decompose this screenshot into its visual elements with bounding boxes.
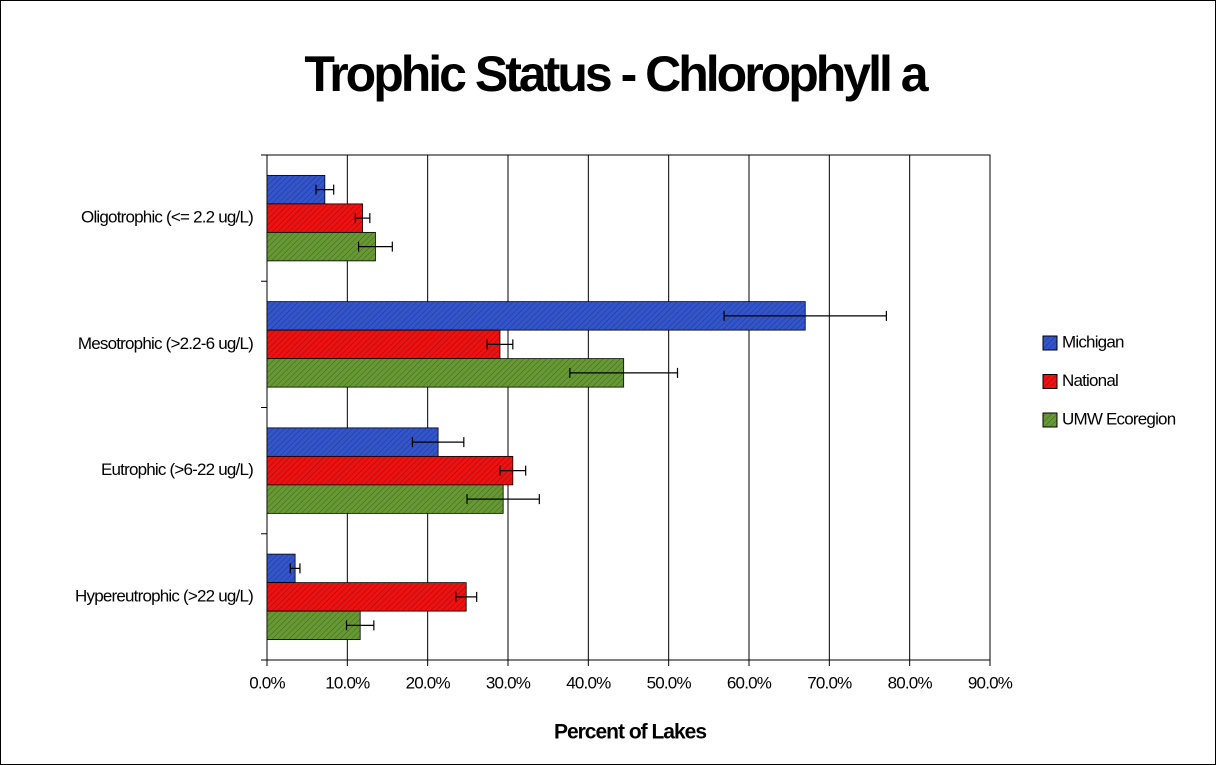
error-bar — [486, 339, 514, 350]
legend-label: UMW Ecoregion — [1062, 409, 1176, 428]
legend-swatch — [1042, 412, 1058, 428]
bar — [266, 231, 376, 262]
error-bar — [289, 563, 301, 574]
bar — [266, 301, 806, 331]
bar — [266, 358, 625, 388]
x-tick-label: 70.0% — [807, 673, 852, 692]
x-tick-label: 30.0% — [486, 673, 531, 692]
legend-label: Michigan — [1062, 332, 1124, 351]
x-tick-label: 90.0% — [968, 673, 1013, 692]
x-tick-label: 10.0% — [325, 673, 370, 692]
error-bar — [357, 241, 393, 252]
y-tick-label: Oligotrophic (<= 2.2 ug/L) — [81, 208, 253, 227]
bar — [266, 582, 467, 612]
bar — [266, 455, 514, 486]
y-tick-label: Mesotrophic (>2.2-6 ug/L) — [78, 334, 253, 353]
chart-title: Trophic Status - Chlorophyll a — [304, 46, 929, 102]
x-tick-label: 0.0% — [249, 673, 285, 692]
x-tick-label: 20.0% — [406, 673, 451, 692]
x-tick-label: 60.0% — [727, 673, 772, 692]
y-tick-label: Hypereutrophic (>22 ug/L) — [75, 586, 253, 605]
x-tick-label: 80.0% — [888, 673, 933, 692]
x-axis-label: Percent of Lakes — [554, 721, 706, 744]
error-bar — [569, 367, 679, 378]
error-bar — [315, 184, 335, 195]
error-bar — [499, 465, 527, 476]
legend-label: National — [1062, 371, 1118, 390]
error-bar — [466, 494, 540, 505]
bar — [266, 610, 361, 641]
bar — [266, 203, 363, 233]
y-tick-label: Eutrophic (>6-22 ug/L) — [101, 460, 253, 479]
error-bar — [354, 213, 371, 224]
error-bar — [455, 591, 478, 602]
x-tick-label: 40.0% — [566, 673, 611, 692]
x-tick-label: 50.0% — [647, 673, 692, 692]
error-bar — [345, 620, 375, 631]
bar — [266, 484, 504, 514]
bar — [266, 329, 501, 360]
error-bar — [723, 310, 887, 321]
legend-swatch — [1042, 335, 1058, 351]
legend-swatch — [1042, 374, 1058, 389]
error-bar — [411, 437, 465, 448]
